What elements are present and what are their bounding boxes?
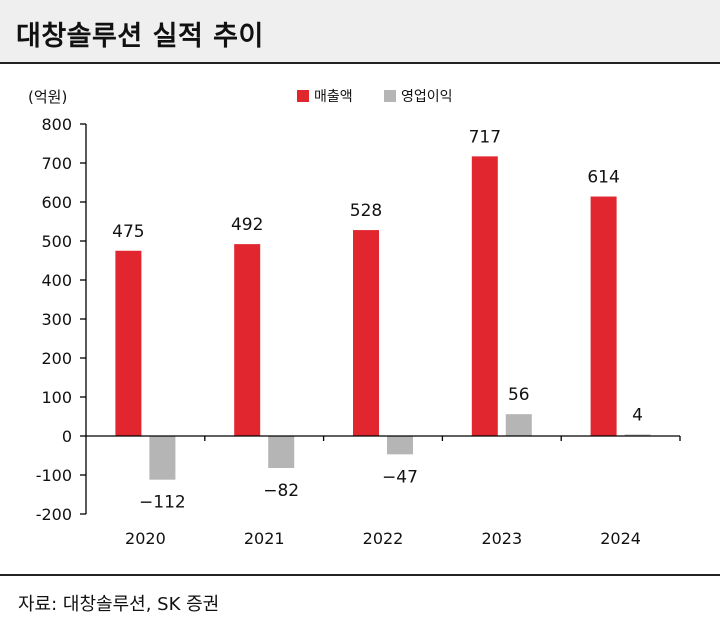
x-axis: 2020 2021 2022 2023 2024 [86, 435, 681, 548]
y-tick-label: 0 [62, 427, 72, 446]
revenue-bar [590, 196, 617, 436]
x-tick-label: 2020 [125, 529, 166, 548]
y-tick-label: 500 [41, 232, 72, 251]
operating-profit-bar [149, 436, 176, 480]
operating-profit-bar [505, 414, 532, 436]
y-tick-label: -100 [36, 466, 72, 485]
legend-swatch-operating-profit [384, 90, 396, 102]
source-divider [0, 574, 720, 576]
x-tick-label: 2022 [363, 529, 404, 548]
y-tick-label: 300 [41, 310, 72, 329]
operating-profit-bar-value-label: −47 [382, 467, 418, 487]
revenue-bar-value-label: 614 [587, 168, 619, 188]
x-tick-label: 2023 [481, 529, 522, 548]
operating-profit-bar [624, 434, 651, 436]
revenue-bar [353, 230, 379, 436]
y-tick-label: 800 [41, 115, 72, 134]
x-tick-label: 2021 [244, 529, 285, 548]
y-tick-label: 400 [41, 271, 72, 290]
legend: 매출액 영업이익 [297, 89, 453, 105]
source-note: 자료: 대창솔루션, SK 증권 [18, 594, 220, 615]
revenue-bar-value-label: 475 [112, 222, 144, 242]
y-unit-label: (억원) [28, 88, 67, 106]
operating-profit-bar [268, 436, 295, 468]
revenue-bar [471, 156, 498, 436]
revenue-bar-value-label: 717 [469, 127, 501, 147]
bars: 475 −112 492 −82 528 −47 717 56 614 4 [112, 127, 651, 513]
operating-profit-bar-value-label: −112 [139, 493, 186, 513]
legend-label-revenue: 매출액 [314, 89, 353, 105]
revenue-bar-value-label: 528 [350, 201, 382, 221]
y-tick-label: 200 [41, 349, 72, 368]
y-axis: -200 -100 0 100 200 300 400 500 600 700 800 [36, 115, 87, 524]
legend-swatch-revenue [297, 90, 309, 102]
operating-profit-bar-value-label: 56 [508, 385, 530, 405]
y-tick-label: -200 [36, 505, 72, 524]
page-title: 대창솔루션 실적 추이 [16, 21, 264, 52]
x-tick-label: 2024 [600, 529, 641, 548]
operating-profit-bar-value-label: −82 [263, 481, 299, 501]
revenue-bar-value-label: 492 [231, 215, 263, 235]
operating-profit-bar [387, 436, 413, 455]
revenue-bar [234, 244, 261, 436]
revenue-bar [115, 250, 142, 436]
bar-chart: (억원) 매출액 영업이익 -200 -100 0 100 200 300 400 500 60… [28, 88, 681, 548]
title-bar: 대창솔루션 실적 추이 [0, 0, 720, 64]
operating-profit-bar-value-label: 4 [632, 405, 643, 425]
y-tick-label: 600 [41, 193, 72, 212]
y-tick-label: 100 [41, 388, 72, 407]
legend-label-operating-profit: 영업이익 [401, 89, 453, 105]
y-tick-label: 700 [41, 154, 72, 173]
chart-area: (억원) 매출액 영업이익 -200 -100 0 100 200 300 400 500 60… [0, 64, 720, 574]
